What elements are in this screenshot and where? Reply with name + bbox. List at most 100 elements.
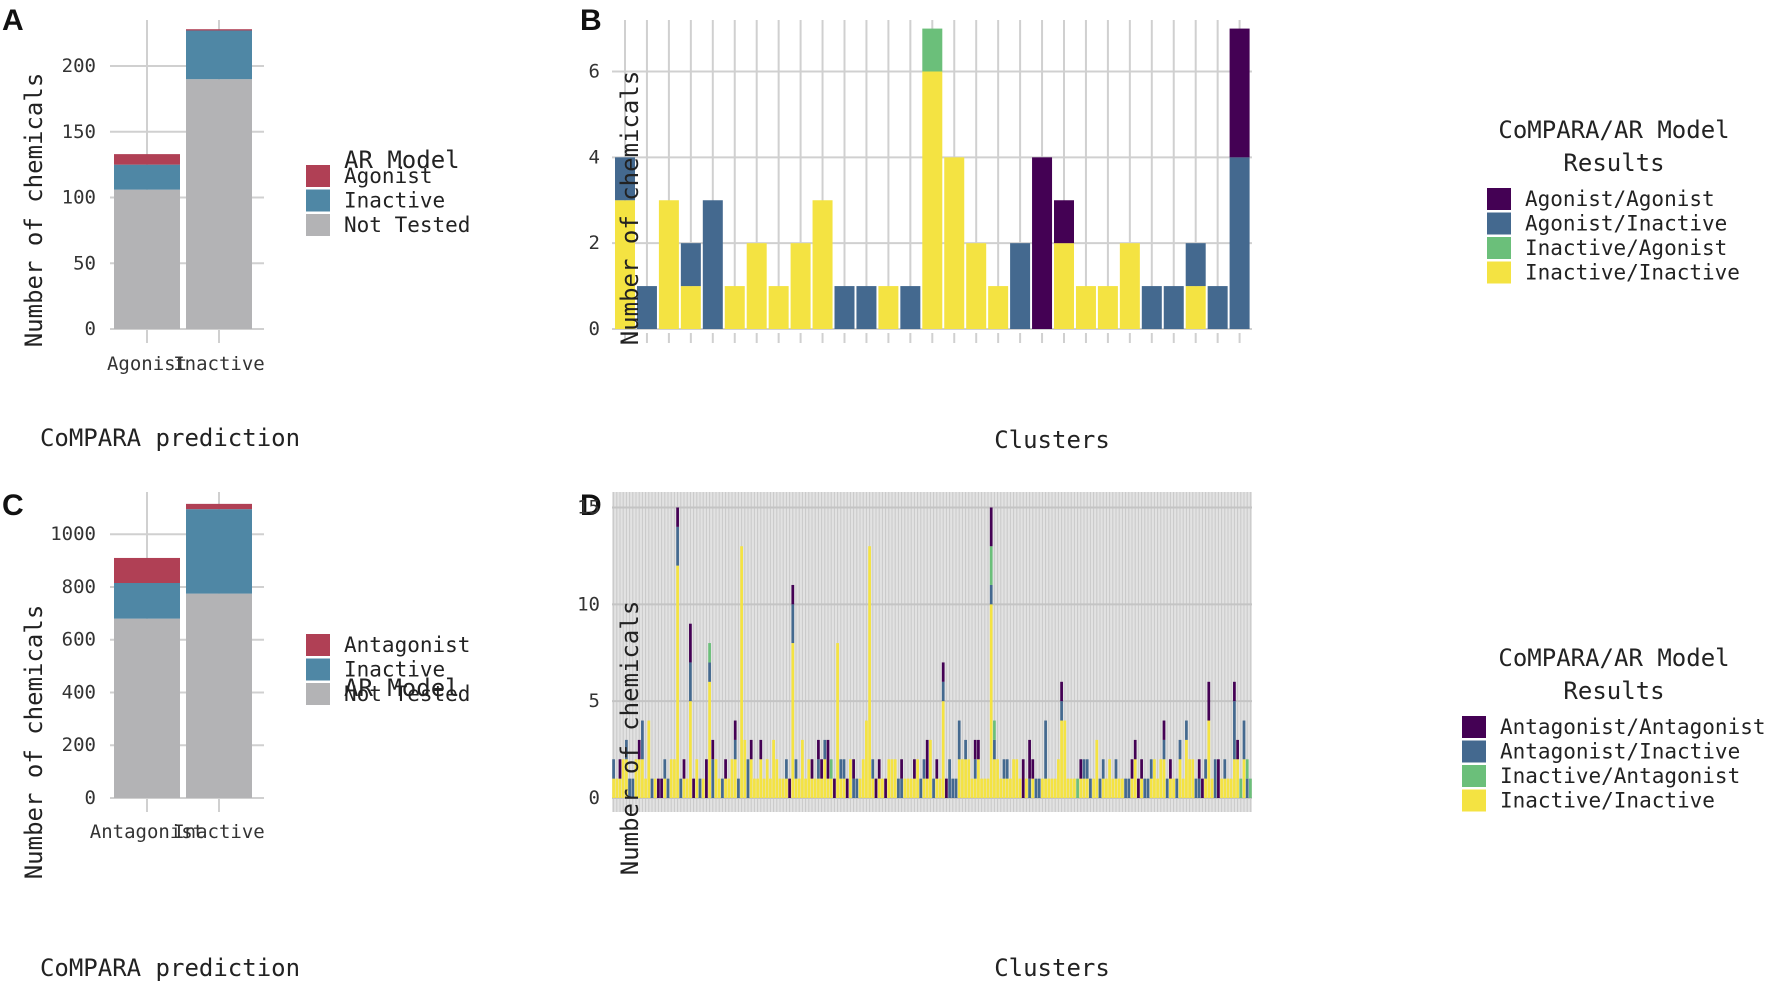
bar-cluster-198-ai (1242, 720, 1246, 760)
bar-cluster-141-ii (1060, 720, 1063, 798)
bar-cluster-142-ii (1063, 720, 1067, 798)
bar-cluster-57-aa (791, 584, 795, 605)
bar-cluster-2-ai (636, 286, 657, 329)
bar-cluster-167-ai (1143, 778, 1147, 798)
bar-cluster-22-ii (1075, 286, 1096, 329)
bar-cluster-110-ii (961, 759, 964, 798)
bar-cluster-20-aa (1032, 157, 1053, 329)
y-tick-label: 600 (62, 629, 96, 651)
bar-cluster-62-ii (807, 759, 811, 798)
bar-cluster-25-ai (1141, 286, 1162, 329)
bar-cluster-5-ai (625, 739, 628, 760)
panel-a-bars (114, 29, 252, 329)
bar-cluster-101-ai (932, 778, 935, 798)
bar-cluster-98-ai (922, 759, 926, 779)
bar-cluster-36-ii (724, 778, 727, 798)
legend-label-inactive-inactive: Inactive/Inactive (1525, 261, 1740, 285)
bar-cluster-81-ii (868, 546, 871, 798)
bar-cluster-5-ai (702, 200, 723, 329)
panel-d-legend-title-line1: CoMPARA/AR Model (1498, 644, 1729, 672)
legend-label-inactive-antagonist: Inactive/Antagonist (1500, 764, 1740, 788)
bar-cluster-123-ii (1002, 778, 1006, 798)
bar-cluster-5-ii (625, 759, 628, 798)
bar-cluster-122-ii (999, 778, 1003, 798)
bar-cluster-4-ii (621, 759, 625, 798)
bar-cluster-141-aa (1060, 681, 1063, 702)
legend-label-antagonist-inactive: Antagonist/Inactive (1500, 740, 1740, 764)
bar-cluster-1-ai (615, 157, 635, 201)
bar-cluster-4-ai (680, 243, 701, 287)
bar-antagonist-antagonist (114, 557, 180, 584)
panel-letter-c: C (2, 489, 24, 522)
bar-cluster-77-ai (855, 778, 859, 798)
bar-cluster-104-ii (941, 701, 945, 798)
bar-cluster-120-ii (993, 759, 996, 798)
bar-cluster-26-aa (692, 778, 695, 798)
bar-cluster-111-ii (964, 759, 967, 798)
bar-cluster-74-aa (845, 778, 849, 798)
bar-cluster-119-ai (989, 584, 993, 605)
bar-cluster-35-ai (721, 778, 724, 798)
bar-cluster-114-ii (973, 778, 977, 798)
legend-key-not-tested (306, 214, 330, 236)
legend-key-agonist-inactive (1487, 212, 1511, 235)
y-tick-label: 0 (589, 787, 600, 809)
panel-c-y-axis-title: Number of chemicals (20, 605, 48, 880)
bar-cluster-17-ii (966, 243, 987, 329)
panel-letter-b: B (580, 4, 602, 37)
bar-cluster-23-aa (682, 759, 686, 779)
bar-cluster-84-ii (877, 778, 881, 798)
bar-cluster-197-ia (1239, 778, 1243, 798)
bar-cluster-173-ai (1162, 739, 1166, 760)
bar-cluster-91-aa (900, 759, 903, 779)
bar-cluster-23-ii (1097, 286, 1118, 329)
bar-cluster-183-ai (1194, 778, 1198, 798)
bar-cluster-102-ii (935, 778, 939, 798)
bar-cluster-148-ai (1082, 759, 1086, 779)
bar-cluster-53-ii (778, 778, 782, 798)
bar-cluster-120-ai (993, 739, 996, 760)
bar-cluster-141-ai (1060, 701, 1063, 721)
bar-cluster-20-ii (673, 759, 676, 798)
bar-cluster-147-ii (1079, 778, 1083, 798)
bar-cluster-198-ii (1242, 759, 1246, 798)
panel-b-bars (615, 28, 1250, 329)
legend-key-agonist-agonist (1487, 188, 1511, 210)
bar-cluster-73-ii (842, 778, 846, 798)
bar-cluster-154-ai (1101, 759, 1105, 779)
bar-cluster-87-ii (887, 759, 891, 798)
bar-cluster-187-ii (1207, 720, 1211, 798)
bar-cluster-44-aa (749, 739, 753, 760)
bar-antagonist-not-tested (114, 618, 180, 798)
bar-cluster-44-ii (749, 759, 753, 798)
bar-cluster-112-ii (967, 759, 971, 798)
legend-key-antagonist-antagonist (1462, 716, 1486, 738)
bar-cluster-21-aa (1054, 200, 1074, 244)
y-tick-label: 150 (62, 121, 96, 143)
bar-cluster-150-ai (1089, 778, 1092, 798)
bar-cluster-16-aa (660, 778, 663, 798)
bar-cluster-177-ai (1175, 778, 1179, 798)
bar-cluster-163-ii (1130, 778, 1134, 798)
legend-key-inactive-inactive (1462, 789, 1486, 812)
bar-cluster-8-ii (768, 286, 789, 329)
legend-key-inactive-inactive (1487, 261, 1511, 284)
bar-cluster-105-aa (945, 778, 948, 798)
bar-cluster-109-ii (957, 759, 961, 798)
bar-cluster-2-ii (615, 778, 619, 798)
bar-cluster-171-ii (1156, 778, 1159, 798)
legend-label-antagonist-antagonist: Antagonist/Antagonist (1500, 715, 1766, 739)
bar-antagonist-inactive (114, 583, 180, 619)
bar-cluster-27-ii (1185, 286, 1206, 329)
bar-cluster-9-aa (637, 739, 641, 760)
panel-letter-a: A (2, 4, 24, 37)
y-tick-label: 100 (62, 187, 96, 209)
bar-cluster-49-ii (765, 759, 769, 798)
panel-c-y-ticks: 0 200 400 600 800 1000 (50, 523, 96, 809)
bar-cluster-196-ii (1236, 759, 1239, 798)
bar-cluster-50-ii (769, 778, 772, 798)
bar-cluster-175-ii (1169, 778, 1172, 798)
panel-d-x-axis-title: Clusters (994, 954, 1110, 982)
legend-key-agonist (306, 165, 330, 187)
